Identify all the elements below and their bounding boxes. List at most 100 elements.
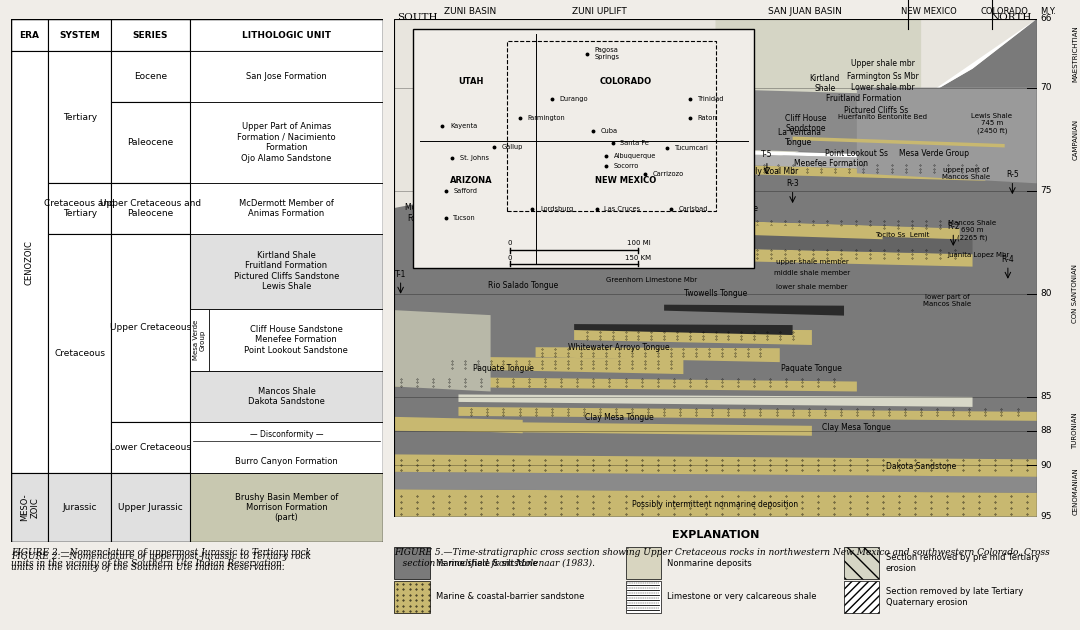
Text: COLORADO: COLORADO [981, 7, 1028, 16]
Text: Tucson: Tucson [454, 215, 476, 221]
Bar [625, 581, 661, 613]
Text: Santa Fe: Santa Fe [620, 140, 649, 146]
Text: FIGURE 2.—Nomenclature of uppermost Jurassic to Tertiary rock
units in the vicin: FIGURE 2.—Nomenclature of uppermost Jura… [11, 553, 311, 571]
Text: Gibson Coal Mbr: Gibson Coal Mbr [639, 193, 702, 203]
Text: lower part of
Mancos Shale: lower part of Mancos Shale [922, 294, 971, 307]
Text: 66: 66 [1040, 14, 1052, 23]
Text: Lower Cretaceous: Lower Cretaceous [110, 443, 191, 452]
Text: Pescado
Tongue: Pescado Tongue [618, 238, 646, 250]
Bar [111, 51, 190, 102]
Bar [49, 183, 111, 234]
Text: R-2: R-2 [947, 222, 959, 231]
Text: SYSTEM: SYSTEM [59, 31, 100, 40]
Bar [111, 51, 190, 102]
Text: San Jose Formation: San Jose Formation [246, 72, 327, 81]
Text: CAMPANIAN: CAMPANIAN [1072, 118, 1078, 159]
Bar [111, 102, 190, 183]
Text: Carrizozo: Carrizozo [652, 171, 684, 177]
Text: — Disconformity —: — Disconformity — [249, 430, 323, 439]
Text: 0: 0 [508, 255, 512, 261]
Text: Section removed by pre mid Tertiary
erosion: Section removed by pre mid Tertiary eros… [886, 553, 1040, 573]
Text: Albuquerque: Albuquerque [613, 152, 657, 159]
Bar [49, 51, 111, 102]
Text: Jurassic: Jurassic [63, 503, 97, 512]
Text: M.Y.: M.Y. [1040, 7, 1055, 16]
Bar [190, 371, 383, 422]
Text: middle shale member: middle shale member [774, 270, 850, 276]
Text: La Ventana
Tongue: La Ventana Tongue [778, 128, 821, 147]
Bar [49, 473, 111, 542]
Polygon shape [664, 305, 843, 316]
Text: Raton: Raton [698, 115, 717, 122]
Bar [49, 234, 111, 309]
Text: R-3: R-3 [786, 179, 799, 188]
Text: 0: 0 [508, 241, 512, 246]
Polygon shape [394, 19, 1037, 208]
Bar [11, 19, 49, 51]
Text: Mesa Verde Group: Mesa Verde Group [899, 149, 969, 158]
Text: Farmington: Farmington [527, 115, 565, 122]
Bar [111, 422, 190, 473]
Text: Pagosa
Springs: Pagosa Springs [595, 47, 620, 60]
Polygon shape [651, 173, 960, 228]
Bar [190, 51, 383, 102]
Text: 80: 80 [1040, 289, 1052, 298]
Bar [49, 309, 111, 371]
Polygon shape [394, 377, 856, 391]
Bar [49, 183, 111, 234]
Bar [49, 234, 111, 473]
Text: 88: 88 [1040, 427, 1052, 435]
Text: Lower shale mbr: Lower shale mbr [851, 83, 915, 91]
Polygon shape [458, 394, 972, 407]
Polygon shape [458, 407, 1037, 421]
Bar [111, 183, 190, 234]
Bar [190, 422, 383, 473]
Text: Socorro: Socorro [613, 163, 639, 169]
Text: Gallup: Gallup [501, 144, 523, 151]
Polygon shape [394, 19, 1037, 517]
Polygon shape [715, 150, 985, 161]
Polygon shape [394, 490, 1037, 517]
Polygon shape [921, 19, 1037, 98]
Text: Huerfanito Bentonite Bed: Huerfanito Bentonite Bed [838, 114, 927, 120]
Text: Clay Mesa Tongue: Clay Mesa Tongue [823, 423, 891, 432]
Text: TURONIAN: TURONIAN [1072, 413, 1078, 449]
Text: Possibly intermittent nonmarine deposition: Possibly intermittent nonmarine depositi… [633, 500, 798, 508]
Text: 100 MI: 100 MI [626, 241, 650, 246]
Bar [843, 547, 879, 579]
Polygon shape [575, 329, 812, 345]
Text: Fruitland Formation: Fruitland Formation [825, 94, 901, 103]
Text: Mancos Shale
690 m
(2265 ft): Mancos Shale 690 m (2265 ft) [948, 220, 997, 241]
Polygon shape [747, 90, 1004, 158]
Text: McDermott Member of
Animas Formation: McDermott Member of Animas Formation [239, 198, 334, 218]
Text: Kirtland
Shale: Kirtland Shale [810, 74, 840, 93]
Text: ZUNI BASIN: ZUNI BASIN [444, 7, 496, 16]
Bar [414, 29, 754, 268]
Text: Cliff House
Sandstone: Cliff House Sandstone [785, 114, 826, 133]
Bar [111, 422, 190, 473]
Text: CENOZOIC: CENOZOIC [25, 240, 33, 285]
Polygon shape [856, 88, 1037, 183]
Text: Greenhorn Limestone Mbr: Greenhorn Limestone Mbr [606, 277, 697, 283]
Bar [49, 473, 111, 542]
Text: NEW MEXICO: NEW MEXICO [901, 7, 957, 16]
Text: COLORADO: COLORADO [599, 77, 651, 86]
Text: Crevasse Canyon
Formation: Crevasse Canyon Formation [589, 202, 649, 215]
Text: Section removed by late Tertiary
Quaternary erosion: Section removed by late Tertiary Quatern… [886, 587, 1023, 607]
Text: Tres Hermanos Fm: Tres Hermanos Fm [423, 246, 494, 255]
Text: Las Cruces: Las Cruces [605, 206, 640, 212]
Polygon shape [394, 417, 523, 433]
Text: Marine shale & siltstone: Marine shale & siltstone [436, 559, 538, 568]
Bar [111, 473, 190, 542]
Text: SOUTH: SOUTH [397, 13, 438, 22]
Text: CON SANTONIAN: CON SANTONIAN [1072, 264, 1078, 323]
Polygon shape [394, 472, 1037, 493]
Text: upper shale member: upper shale member [775, 259, 848, 265]
Text: Cretaceous and
Tertiary: Cretaceous and Tertiary [44, 198, 116, 218]
Polygon shape [715, 164, 985, 181]
Text: Dakota Sandstone: Dakota Sandstone [886, 462, 956, 471]
Bar [190, 234, 383, 309]
Text: Clearly Coal Mbr: Clearly Coal Mbr [735, 167, 798, 176]
Text: MAESTRICHTIAN: MAESTRICHTIAN [1072, 25, 1078, 82]
Text: MESO-
ZOIC: MESO- ZOIC [19, 493, 39, 521]
